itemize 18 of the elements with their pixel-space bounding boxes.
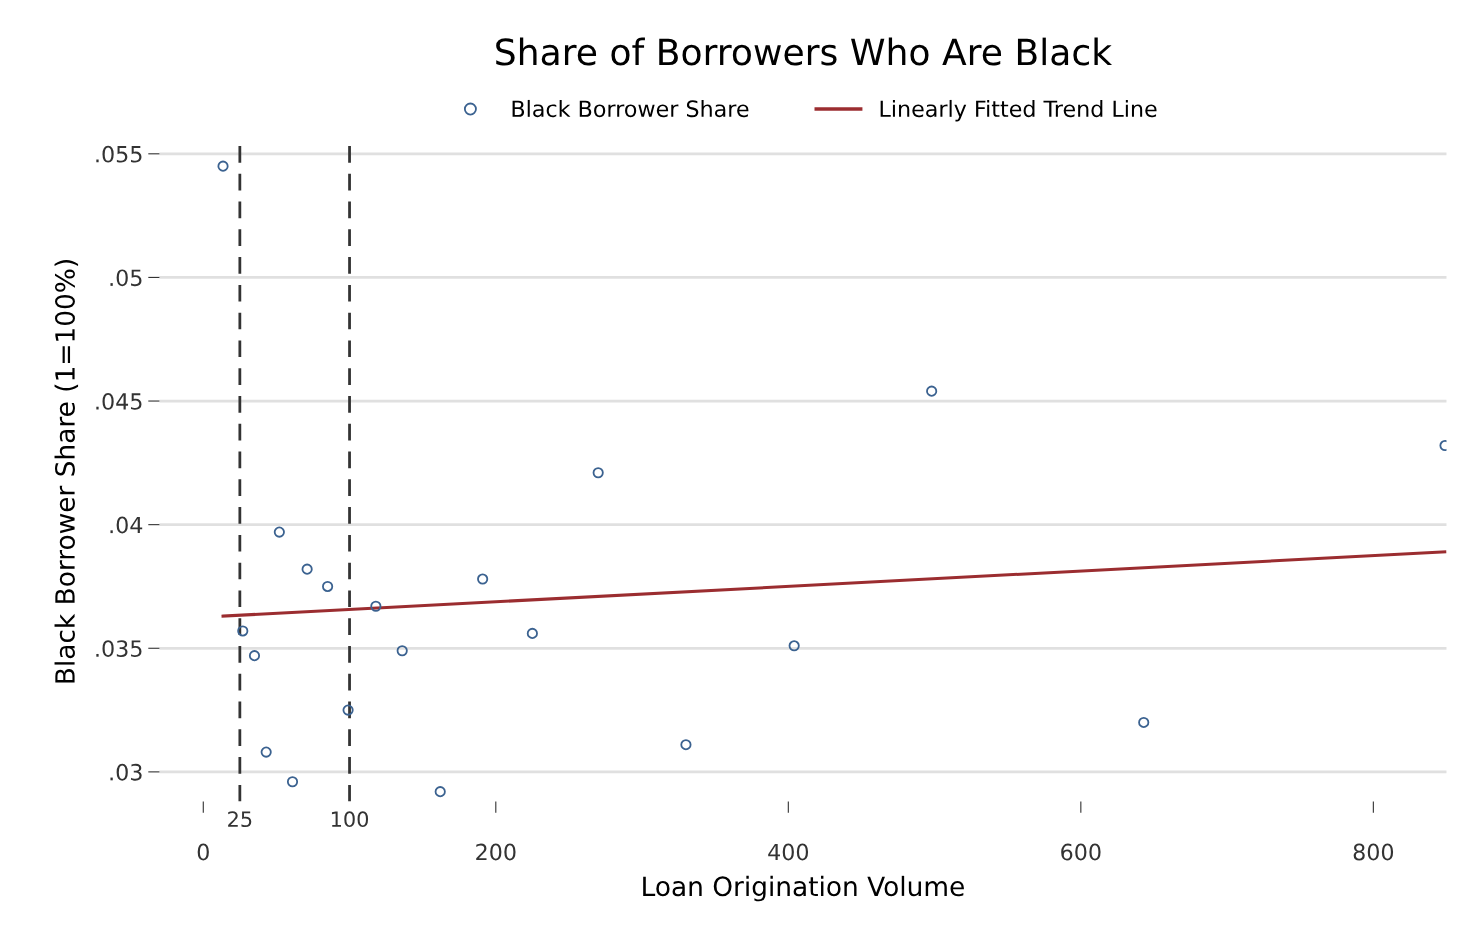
ref-line-label: 100 (331, 811, 369, 828)
x-tick-label: 400 (768, 843, 809, 861)
x-tick-label: 200 (476, 843, 516, 861)
legend-label: Linearly Fitted Trend Line (880, 99, 1157, 122)
legend-label: Black Borrower Share (512, 99, 749, 118)
y-tick-label: .035 (96, 640, 142, 658)
ref-line-label: 25 (228, 811, 252, 828)
x-tick-label: 0 (197, 843, 209, 861)
y-tick-label: .045 (96, 392, 142, 410)
y-tick-label: .055 (96, 145, 142, 163)
y-tick-label: .05 (110, 269, 142, 287)
x-tick-label: 800 (1353, 843, 1394, 861)
chart-title: Share of Borrowers Who Are Black (496, 37, 1113, 66)
x-tick-label: 600 (1061, 843, 1101, 861)
y-axis-title: Black Borrower Share (1=100%) (54, 260, 79, 683)
y-tick-label: .04 (110, 516, 143, 534)
x-axis-title: Loan Origination Volume (643, 875, 964, 902)
y-tick-label: .03 (110, 763, 142, 781)
